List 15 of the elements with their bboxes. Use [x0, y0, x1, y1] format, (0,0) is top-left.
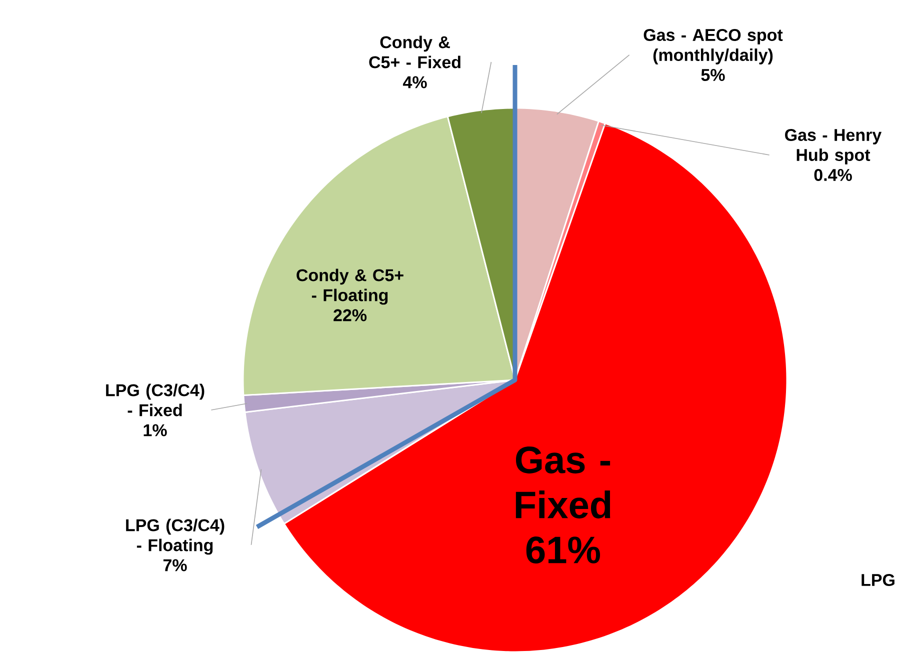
data-label: 5% [701, 69, 725, 82]
data-label: 7% [163, 559, 187, 572]
slice-label: LPG (C3/C4) - Fixed [106, 384, 204, 416]
data-label: 22% [334, 309, 367, 322]
slice-label: Gas - Fixed [516, 446, 610, 518]
slice-label: Condy & C5+ - Fixed [369, 36, 460, 68]
slice-label: Condy & C5+ - Floating [296, 268, 404, 305]
data-label: 1% [144, 424, 167, 436]
slice-label: Gas - Henry Hub spot [785, 128, 882, 164]
slice-label: Gas - AECO spot (monthly/daily) [644, 28, 783, 64]
slice-label: LPG (C3/C4) - Floating [126, 518, 224, 555]
data-label: 4% [402, 76, 427, 88]
data-label: 0.4% [814, 168, 852, 182]
text: LPG [862, 574, 894, 586]
data-label: 61% [526, 536, 600, 564]
